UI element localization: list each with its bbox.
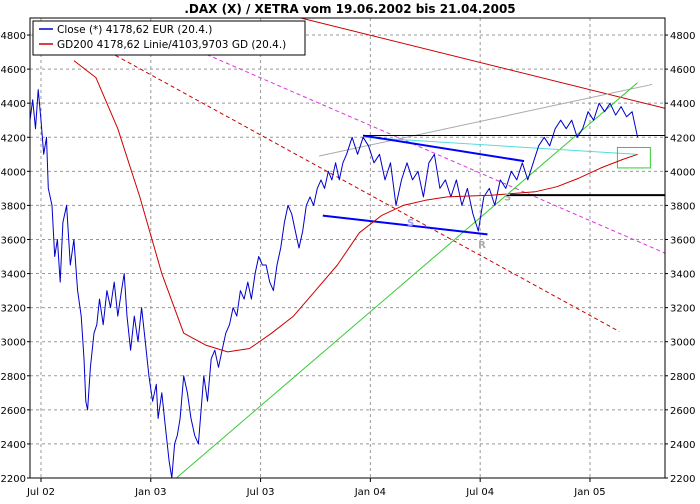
y-tick-label-left: 2200 — [1, 474, 26, 485]
trend-line — [322, 214, 488, 236]
series-line-close — [30, 89, 639, 478]
y-tick-label-left: 4800 — [1, 31, 26, 42]
y-tick-label-left: 4400 — [1, 99, 26, 110]
y-tick-label-left: 3400 — [1, 270, 26, 281]
y-tick-label-right: 4000 — [670, 167, 695, 178]
y-tick-label-right: 2200 — [670, 474, 695, 485]
highlight-box — [616, 146, 651, 169]
y-tick-label-right: 2800 — [670, 372, 695, 383]
y-tick-label-right: 3000 — [670, 338, 695, 349]
y-tick-label-right: 4200 — [670, 133, 695, 144]
annotation-label: S — [504, 192, 511, 203]
trend-line — [300, 18, 665, 109]
annotation-label: S — [407, 218, 414, 229]
legend-label: Close (*) 4178,62 EUR (20.4.) — [57, 24, 212, 36]
trend-line — [363, 136, 636, 155]
y-tick-label-right: 3800 — [670, 201, 695, 212]
x-axis: Jul 02 Jan 03 Jul 03 Jan 04 Jul 04 Jan 05 — [26, 478, 606, 498]
y-tick-label-right: 3600 — [670, 235, 695, 246]
x-tick-label: Jan 04 — [354, 487, 386, 498]
y-tick-label-left: 2600 — [1, 406, 26, 417]
y-tick-label-right: 4600 — [670, 65, 695, 76]
trend-lines — [102, 18, 665, 478]
y-tick-label-right: 4400 — [670, 99, 695, 110]
trend-line — [176, 82, 638, 478]
chart-title: .DAX (X) / XETRA vom 19.06.2002 bis 21.0… — [184, 2, 515, 16]
annotations: S R S — [407, 192, 511, 251]
y-tick-label-right: 3400 — [670, 270, 695, 281]
y-tick-label-left: 4200 — [1, 133, 26, 144]
plot-frame — [29, 17, 666, 479]
y-tick-label-left: 3600 — [1, 235, 26, 246]
y-tick-label-right: 4800 — [670, 31, 695, 42]
y-tick-label-left: 2800 — [1, 372, 26, 383]
y-axis-right: 2200 2400 2600 2800 3000 3200 3400 3600 3800 4000… — [665, 31, 695, 485]
legend-label: GD200 4178,62 Linie/4103,9703 GD (20.4.) — [57, 39, 286, 51]
trend-line — [319, 83, 653, 157]
y-tick-label-left: 3200 — [1, 304, 26, 315]
trend-line — [102, 48, 620, 332]
y-tick-label-right: 2600 — [670, 406, 695, 417]
x-tick-label: Jul 03 — [246, 487, 275, 498]
y-tick-label-right: 3200 — [670, 304, 695, 315]
data-series — [30, 60, 639, 478]
x-tick-label: Jan 03 — [134, 487, 166, 498]
grid-lines — [30, 18, 665, 479]
legend: Close (*) 4178,62 EUR (20.4.) GD200 4178,… — [32, 20, 306, 56]
y-tick-label-left: 4600 — [1, 65, 26, 76]
y-tick-label-left: 2400 — [1, 440, 26, 451]
trend-line — [362, 134, 525, 163]
y-tick-label-left: 3000 — [1, 338, 26, 349]
y-axis-left: 2200 2400 2600 2800 3000 3200 3400 3600 3800 4000… — [1, 31, 30, 485]
y-tick-label-left: 4000 — [1, 167, 26, 178]
y-tick-label-left: 3800 — [1, 201, 26, 212]
x-tick-label: Jul 02 — [26, 487, 55, 498]
legend-box — [32, 20, 306, 56]
y-tick-label-right: 2400 — [670, 440, 695, 451]
x-tick-label: Jul 04 — [465, 487, 494, 498]
annotation-label: R — [478, 240, 486, 251]
x-tick-label: Jan 05 — [573, 487, 605, 498]
series-line-gd200 — [73, 60, 638, 353]
